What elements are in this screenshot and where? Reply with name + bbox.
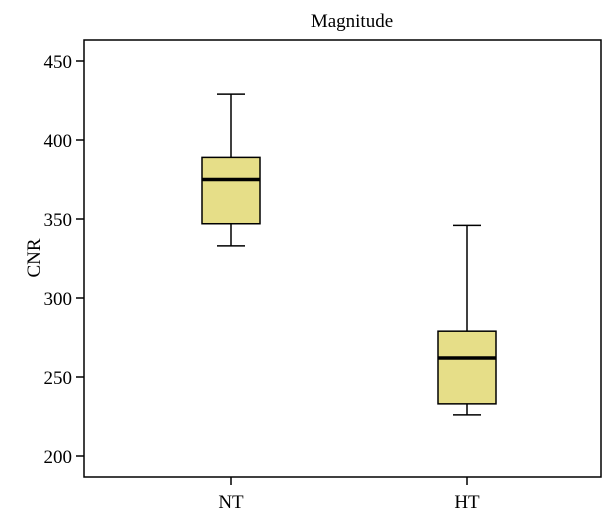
y-axis-label: CNR	[24, 238, 45, 277]
y-tick-label: 350	[44, 210, 73, 231]
iqr-box-nt	[201, 156, 261, 225]
x-axis-ticks: NT HT	[218, 477, 480, 513]
box-ht	[437, 224, 497, 416]
plot-area-frame	[83, 39, 602, 478]
y-axis-ticks: 200 250 300 350 400 450	[44, 52, 84, 468]
y-tick-label: 450	[44, 52, 73, 73]
y-tick-label: 300	[44, 289, 73, 310]
y-tick-label: 400	[44, 131, 73, 152]
boxes-group	[201, 93, 497, 416]
chart-title: Magnitude	[311, 11, 393, 32]
y-tick-label: 200	[44, 447, 73, 468]
y-tick-label: 250	[44, 368, 73, 389]
x-tick-label-ht: HT	[454, 492, 480, 513]
box-nt	[201, 93, 261, 247]
iqr-box-ht	[437, 330, 497, 405]
x-tick-label-nt: NT	[218, 492, 244, 513]
